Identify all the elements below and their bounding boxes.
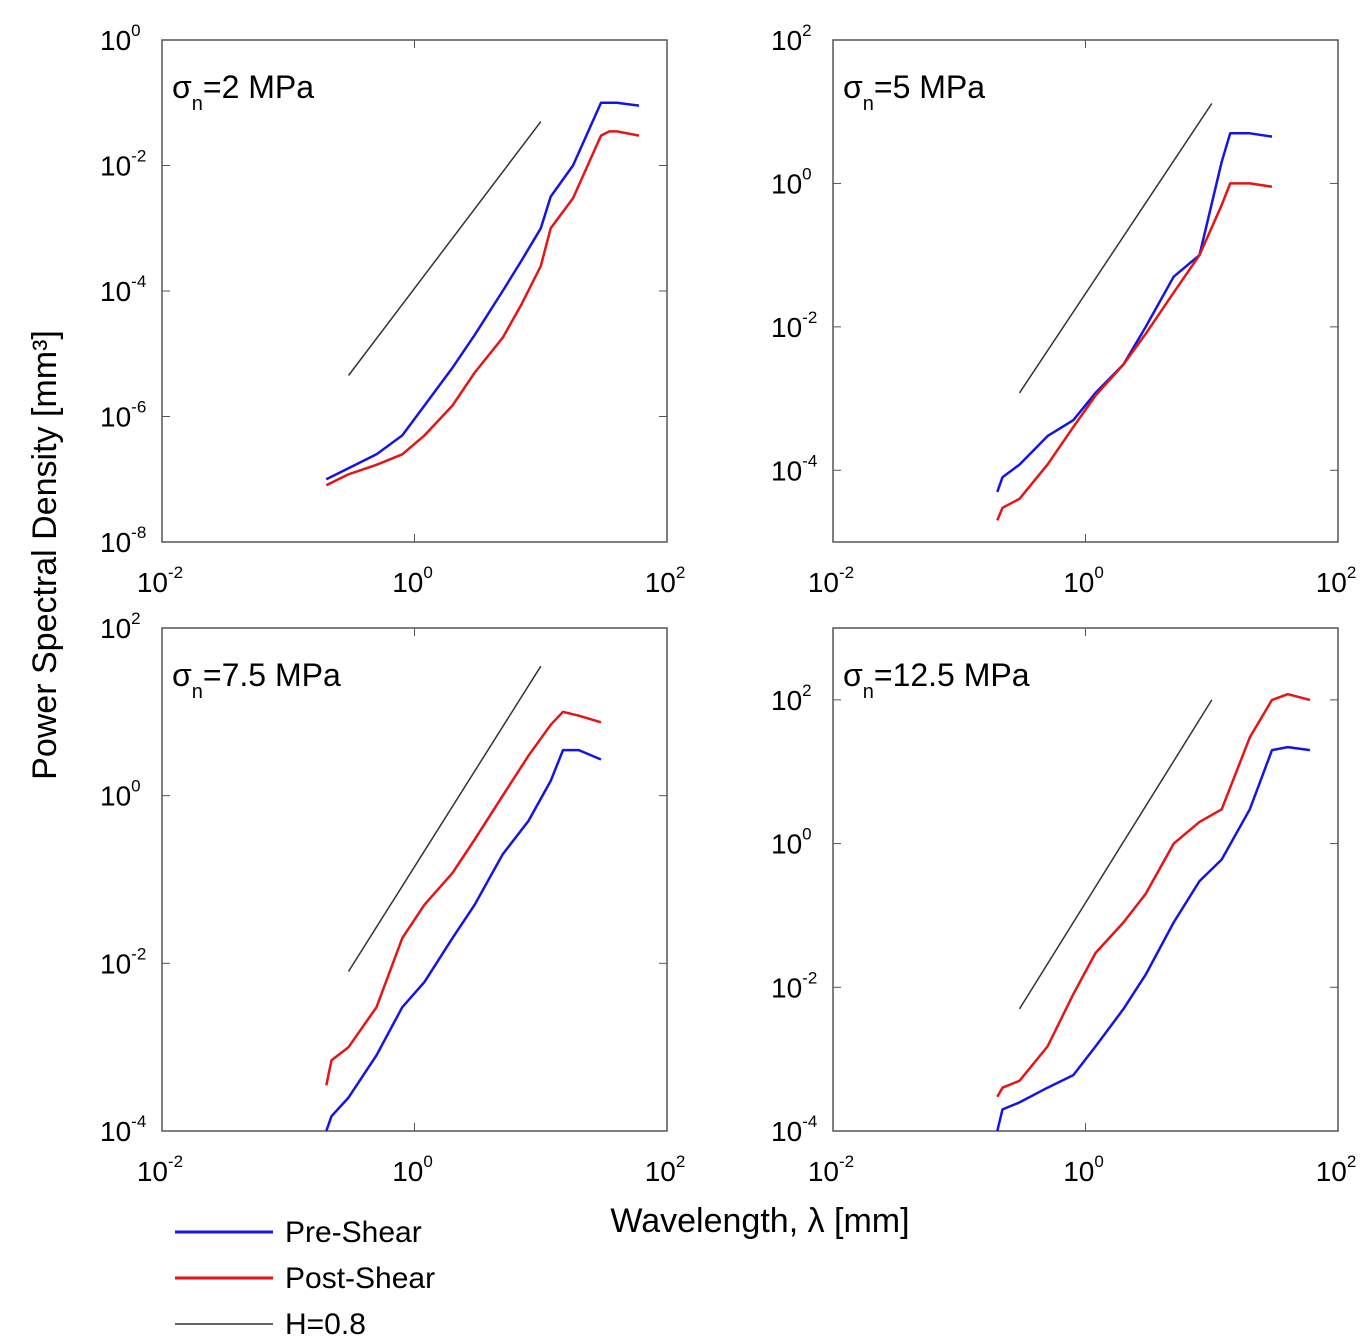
y-tick-label: 100 [771, 825, 812, 860]
y-tick-label: 10-4 [100, 272, 146, 307]
y-tick-label: 100 [771, 164, 812, 199]
panel-sigma-2: 10-2 100 102 10-8 10-6 10-4 10-2 100 σn=2 MPa [100, 21, 685, 598]
panel-title: σn=12.5 MPa [843, 657, 1030, 703]
y-tick-label: 10-4 [771, 1112, 817, 1147]
legend: Pre-Shear Post-Shear H=0.8 [175, 1216, 435, 1341]
x-tick-label: 102 [1316, 1152, 1357, 1187]
y-tick-label: 102 [771, 21, 812, 56]
y-tick-label: 100 [100, 21, 141, 56]
series-line-pre-shear [325, 101, 640, 481]
x-tick-label: 10-2 [137, 563, 183, 598]
y-tick-label: 10-2 [100, 147, 146, 182]
legend-label-h-0-8: H=0.8 [285, 1308, 366, 1341]
legend-label-pre-shear: Pre-Shear [285, 1216, 422, 1249]
panel-title: σn=2 MPa [172, 69, 314, 115]
series-line-post-shear [996, 182, 1273, 521]
x-tick-label: 102 [1316, 563, 1357, 598]
y-tick-label: 10-8 [100, 523, 146, 558]
legend-item-h-0-8: H=0.8 [175, 1308, 366, 1341]
y-tick-label: 10-4 [100, 1112, 146, 1147]
legend-item-post-shear: Post-Shear [175, 1262, 435, 1295]
y-tick-label: 10-2 [771, 308, 817, 343]
series-line-pre-shear [996, 132, 1273, 493]
y-tick-label: 10-6 [100, 398, 146, 433]
plot-frame [832, 627, 1339, 1132]
panel-title: σn=5 MPa [843, 69, 985, 115]
y-tick-label: 10-4 [771, 451, 817, 486]
y-tick-label: 102 [100, 609, 141, 644]
x-tick-label: 10-2 [808, 563, 854, 598]
series-line-pre-shear [996, 745, 1311, 1132]
x-axis-title: Wavelength, λ [mm] [610, 1202, 909, 1240]
series-line-post-shear [325, 710, 602, 1086]
series-line-post-shear [996, 692, 1311, 1098]
series-line-h-0-8 [347, 665, 542, 972]
x-tick-label: 10-2 [808, 1152, 854, 1187]
y-tick-label: 100 [100, 777, 141, 812]
x-tick-label: 100 [392, 1152, 433, 1187]
series-line-h-0-8 [1018, 699, 1213, 1010]
series-line-post-shear [325, 130, 640, 487]
panel-sigma-12-5: 10-2 100 102 10-4 10-2 100 102 σn=12.5 MPa [771, 627, 1357, 1187]
y-axis-title: Power Spectral Density [mm³] [26, 330, 64, 780]
y-tick-label: 102 [771, 681, 812, 716]
x-tick-label: 100 [392, 563, 433, 598]
x-tick-label: 102 [645, 1152, 686, 1187]
series-line-pre-shear [325, 748, 602, 1132]
panel-title: σn=7.5 MPa [172, 657, 341, 703]
y-tick-label: 10-2 [771, 968, 817, 1003]
legend-item-pre-shear: Pre-Shear [175, 1216, 422, 1249]
panel-sigma-7-5: 10-2 100 102 10-4 10-2 100 102 σn=7.5 MPa [100, 609, 685, 1187]
y-tick-label: 10-2 [100, 944, 146, 979]
x-tick-label: 10-2 [137, 1152, 183, 1187]
series-line-h-0-8 [347, 121, 542, 376]
series-line-h-0-8 [1018, 103, 1213, 394]
plot-frame [832, 39, 1339, 543]
legend-label-post-shear: Post-Shear [285, 1262, 435, 1295]
plot-frame [161, 627, 668, 1132]
panel-sigma-5: 10-2 100 102 10-4 10-2 100 102 σn=5 MPa [771, 21, 1356, 598]
x-tick-label: 102 [645, 563, 686, 598]
x-tick-label: 100 [1063, 1152, 1104, 1187]
plot-frame [161, 39, 668, 543]
x-tick-label: 100 [1063, 563, 1104, 598]
